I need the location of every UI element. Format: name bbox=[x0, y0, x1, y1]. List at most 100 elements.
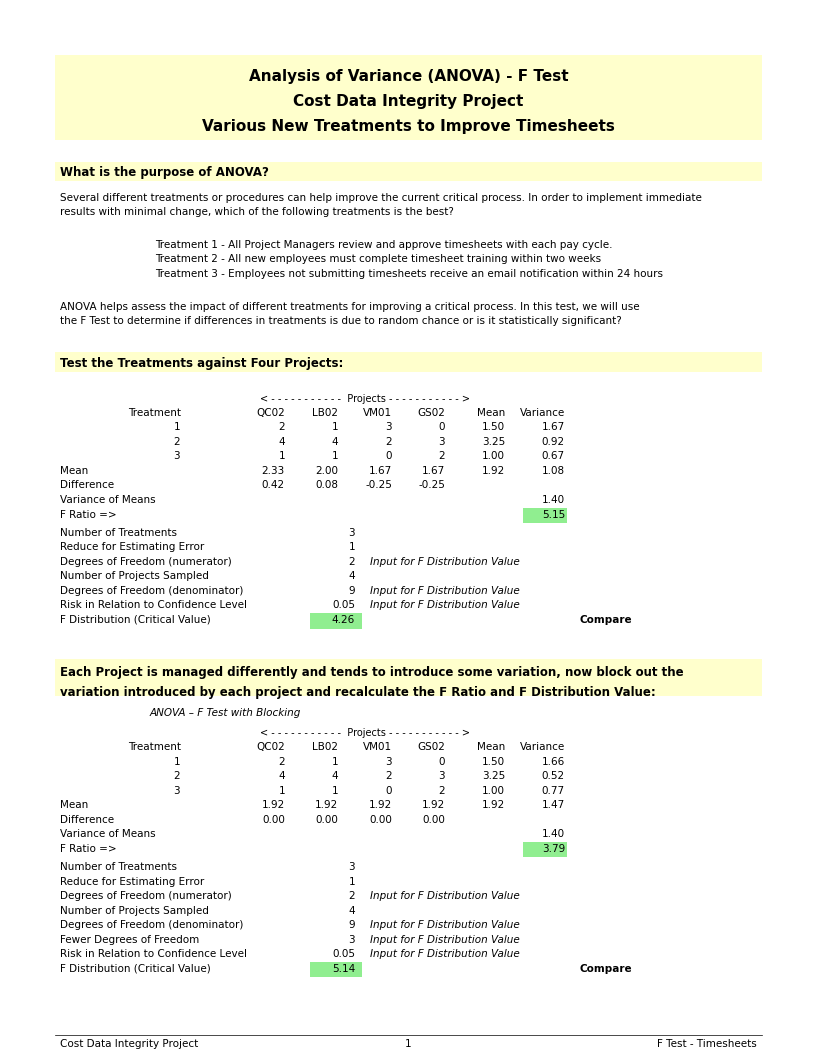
Text: 1.92: 1.92 bbox=[261, 800, 285, 811]
Text: 1.67: 1.67 bbox=[368, 466, 392, 476]
Text: Degrees of Freedom (denominator): Degrees of Freedom (denominator) bbox=[60, 921, 243, 930]
Text: Mean: Mean bbox=[477, 408, 505, 418]
Text: 1.50: 1.50 bbox=[482, 423, 505, 432]
Text: 1.92: 1.92 bbox=[482, 800, 505, 811]
Text: 1.50: 1.50 bbox=[482, 757, 505, 767]
Text: 1.92: 1.92 bbox=[422, 800, 445, 811]
Text: Input for F Distribution Value: Input for F Distribution Value bbox=[370, 586, 520, 596]
Text: 2: 2 bbox=[348, 891, 355, 902]
Text: Treatment: Treatment bbox=[128, 742, 181, 753]
Text: 0.00: 0.00 bbox=[262, 815, 285, 826]
Text: Mean: Mean bbox=[477, 742, 505, 753]
Text: 1.66: 1.66 bbox=[542, 757, 565, 767]
Text: 3: 3 bbox=[439, 437, 445, 447]
Text: 2: 2 bbox=[386, 437, 392, 447]
Text: Difference: Difference bbox=[60, 481, 114, 490]
Text: Treatment: Treatment bbox=[128, 408, 181, 418]
Text: 2: 2 bbox=[439, 786, 445, 796]
Text: < - - - - - - - - - - -  Projects - - - - - - - - - - - >: < - - - - - - - - - - - Projects - - - -… bbox=[260, 728, 470, 738]
Text: 3: 3 bbox=[348, 935, 355, 945]
Text: Input for F Distribution Value: Input for F Distribution Value bbox=[370, 557, 520, 567]
Text: Analysis of Variance (ANOVA) - F Test: Analysis of Variance (ANOVA) - F Test bbox=[248, 69, 569, 84]
Text: 2: 2 bbox=[279, 423, 285, 432]
Text: F Ratio =>: F Ratio => bbox=[60, 843, 117, 854]
Text: 1.08: 1.08 bbox=[542, 466, 565, 476]
Text: 2: 2 bbox=[386, 772, 392, 781]
Text: 0: 0 bbox=[386, 451, 392, 462]
Text: Number of Treatments: Number of Treatments bbox=[60, 863, 177, 872]
Text: 3.25: 3.25 bbox=[482, 772, 505, 781]
Text: 3: 3 bbox=[173, 451, 180, 462]
Text: 1: 1 bbox=[332, 423, 338, 432]
Text: 0.92: 0.92 bbox=[542, 437, 565, 447]
Text: 1: 1 bbox=[332, 786, 338, 796]
Text: 1.67: 1.67 bbox=[422, 466, 445, 476]
Text: 1: 1 bbox=[173, 423, 180, 432]
Text: 1: 1 bbox=[173, 757, 180, 767]
Text: 0.08: 0.08 bbox=[315, 481, 338, 490]
Text: 1.40: 1.40 bbox=[542, 495, 565, 505]
Text: Variance: Variance bbox=[520, 408, 565, 418]
Text: Input for F Distribution Value: Input for F Distribution Value bbox=[370, 935, 520, 945]
Text: 0.00: 0.00 bbox=[315, 815, 338, 826]
Text: Compare: Compare bbox=[580, 615, 632, 625]
Text: Degrees of Freedom (numerator): Degrees of Freedom (numerator) bbox=[60, 557, 232, 567]
Bar bbox=[55, 55, 762, 140]
Text: 0.00: 0.00 bbox=[369, 815, 392, 826]
Text: variation introduced by each project and recalculate the F Ratio and F Distribut: variation introduced by each project and… bbox=[60, 686, 656, 699]
Text: Variance of Means: Variance of Means bbox=[60, 495, 155, 505]
Text: 1: 1 bbox=[405, 1039, 412, 1049]
Text: 2.33: 2.33 bbox=[261, 466, 285, 476]
Text: 4: 4 bbox=[348, 572, 355, 581]
Text: 0.67: 0.67 bbox=[542, 451, 565, 462]
Text: 0.77: 0.77 bbox=[542, 786, 565, 796]
Text: 4.26: 4.26 bbox=[332, 615, 355, 625]
Text: VM01: VM01 bbox=[363, 742, 392, 753]
Text: 1: 1 bbox=[348, 542, 355, 553]
Text: 9: 9 bbox=[348, 586, 355, 596]
Text: 0.52: 0.52 bbox=[542, 772, 565, 781]
Text: Several different treatments or procedures can help improve the current critical: Several different treatments or procedur… bbox=[60, 193, 702, 203]
Text: Reduce for Estimating Error: Reduce for Estimating Error bbox=[60, 877, 204, 887]
Text: F Distribution (Critical Value): F Distribution (Critical Value) bbox=[60, 615, 211, 625]
Bar bbox=[310, 613, 362, 629]
Text: Input for F Distribution Value: Input for F Distribution Value bbox=[370, 921, 520, 930]
Text: F Distribution (Critical Value): F Distribution (Critical Value) bbox=[60, 964, 211, 973]
Text: 4: 4 bbox=[279, 437, 285, 447]
Text: 3: 3 bbox=[348, 528, 355, 538]
Text: Risk in Relation to Confidence Level: Risk in Relation to Confidence Level bbox=[60, 600, 247, 611]
Text: LB02: LB02 bbox=[312, 742, 338, 753]
Text: Mean: Mean bbox=[60, 800, 88, 811]
Text: 1.92: 1.92 bbox=[368, 800, 392, 811]
Text: Number of Treatments: Number of Treatments bbox=[60, 528, 177, 538]
Text: 1: 1 bbox=[348, 877, 355, 887]
Text: Input for F Distribution Value: Input for F Distribution Value bbox=[370, 949, 520, 960]
Text: LB02: LB02 bbox=[312, 408, 338, 418]
Text: Treatment 1 - All Project Managers review and approve timesheets with each pay c: Treatment 1 - All Project Managers revie… bbox=[155, 240, 613, 251]
Text: Various New Treatments to Improve Timesheets: Various New Treatments to Improve Timesh… bbox=[202, 119, 615, 134]
Text: -0.25: -0.25 bbox=[418, 481, 445, 490]
Bar bbox=[523, 842, 567, 857]
Bar bbox=[523, 507, 567, 523]
Text: -0.25: -0.25 bbox=[365, 481, 392, 490]
Text: Difference: Difference bbox=[60, 815, 114, 826]
Text: 3.79: 3.79 bbox=[542, 843, 565, 854]
Text: Fewer Degrees of Freedom: Fewer Degrees of Freedom bbox=[60, 935, 199, 945]
Text: 0: 0 bbox=[386, 786, 392, 796]
Text: 1.00: 1.00 bbox=[482, 786, 505, 796]
Text: 3: 3 bbox=[348, 863, 355, 872]
Text: Cost Data Integrity Project: Cost Data Integrity Project bbox=[60, 1039, 199, 1049]
Text: Input for F Distribution Value: Input for F Distribution Value bbox=[370, 891, 520, 902]
Text: the F Test to determine if differences in treatments is due to random chance or : the F Test to determine if differences i… bbox=[60, 316, 622, 326]
Text: Number of Projects Sampled: Number of Projects Sampled bbox=[60, 906, 209, 916]
Text: QC02: QC02 bbox=[257, 408, 285, 418]
Text: GS02: GS02 bbox=[417, 742, 445, 753]
Bar bbox=[55, 162, 762, 181]
Text: 1.92: 1.92 bbox=[315, 800, 338, 811]
Text: 1.00: 1.00 bbox=[482, 451, 505, 462]
Text: Treatment 2 - All new employees must complete timesheet training within two week: Treatment 2 - All new employees must com… bbox=[155, 255, 601, 264]
Text: Input for F Distribution Value: Input for F Distribution Value bbox=[370, 600, 520, 611]
Text: What is the purpose of ANOVA?: What is the purpose of ANOVA? bbox=[60, 166, 269, 179]
Text: 5.14: 5.14 bbox=[332, 964, 355, 973]
Text: Risk in Relation to Confidence Level: Risk in Relation to Confidence Level bbox=[60, 949, 247, 960]
